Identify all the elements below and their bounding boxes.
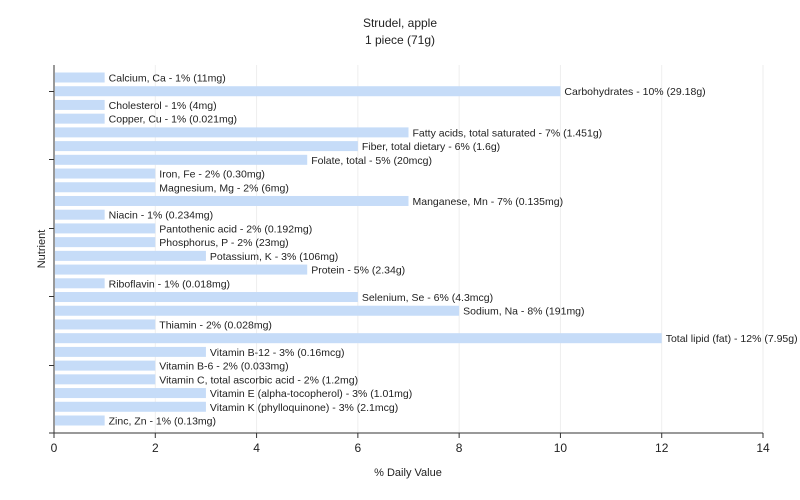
bar — [55, 360, 156, 371]
x-tick-label: 6 — [355, 441, 362, 455]
bar — [55, 388, 206, 399]
x-axis-label: % Daily Value — [374, 467, 442, 479]
bar-label: Iron, Fe - 2% (0.30mg) — [159, 169, 265, 181]
bar-label: Cholesterol - 1% (4mg) — [109, 100, 217, 112]
ticks: 0 2 4 6 8 10 12 14 — [49, 91, 770, 455]
bar-label: Calcium, Ca - 1% (11mg) — [109, 73, 226, 85]
bar — [55, 319, 156, 330]
bar — [55, 292, 358, 303]
bar — [55, 415, 105, 426]
axes — [53, 65, 763, 434]
bar-label: Vitamin K (phylloquinone) - 3% (2.1mcg) — [210, 402, 398, 414]
bar-label: Fatty acids, total saturated - 7% (1.451… — [413, 127, 603, 139]
bar-label: Niacin - 1% (0.234mg) — [109, 210, 213, 222]
x-tick-label: 10 — [554, 441, 568, 455]
bar — [55, 195, 409, 206]
chart-title: Strudel, apple — [363, 16, 437, 30]
x-tick-label: 8 — [456, 441, 463, 455]
x-tick-label: 0 — [51, 441, 58, 455]
bar-label: Magnesium, Mg - 2% (6mg) — [159, 182, 289, 194]
x-tick-label: 2 — [152, 441, 159, 455]
bar-label: Copper, Cu - 1% (0.021mg) — [109, 114, 237, 126]
bar-label: Protein - 5% (2.34g) — [311, 265, 405, 277]
bar-label: Vitamin B-12 - 3% (0.16mcg) — [210, 347, 345, 359]
bar-label: Selenium, Se - 6% (4.3mcg) — [362, 292, 493, 304]
bar — [55, 237, 156, 248]
bar-label: Potassium, K - 3% (106mg) — [210, 251, 338, 263]
bar — [55, 278, 105, 289]
bar-label: Vitamin B-6 - 2% (0.033mg) — [159, 361, 288, 373]
bar — [55, 72, 105, 83]
x-tick-label: 14 — [756, 441, 770, 455]
bar — [55, 374, 156, 385]
bar — [55, 264, 308, 275]
bar — [55, 346, 206, 357]
bar-label: Thiamin - 2% (0.028mg) — [159, 319, 272, 331]
bar — [55, 182, 156, 193]
bar — [55, 168, 156, 179]
bar — [55, 86, 561, 97]
bar-label: Fiber, total dietary - 6% (1.6g) — [362, 141, 500, 153]
bar-label: Vitamin E (alpha-tocopherol) - 3% (1.01m… — [210, 388, 412, 400]
bar — [55, 141, 358, 152]
grid — [154, 65, 764, 433]
bar-label: Zinc, Zn - 1% (0.13mg) — [109, 416, 216, 428]
bar-label: Manganese, Mn - 7% (0.135mg) — [413, 196, 564, 208]
bar — [55, 127, 409, 138]
bar-label: Sodium, Na - 8% (191mg) — [463, 306, 584, 318]
bar-label: Phosphorus, P - 2% (23mg) — [159, 237, 288, 249]
bar — [55, 223, 156, 234]
bar-label: Carbohydrates - 10% (29.18g) — [564, 86, 705, 98]
bar — [55, 99, 105, 110]
bar — [55, 401, 206, 412]
x-tick-label: 12 — [655, 441, 669, 455]
bar — [55, 333, 662, 344]
chart-subtitle: 1 piece (71g) — [365, 33, 435, 47]
x-tick-label: 4 — [253, 441, 260, 455]
bar — [55, 305, 460, 316]
bar-label: Pantothenic acid - 2% (0.192mg) — [159, 223, 312, 235]
bar — [55, 209, 105, 220]
bar-label: Folate, total - 5% (20mcg) — [311, 155, 432, 167]
bar — [55, 250, 206, 261]
bar — [55, 113, 105, 124]
bars: Calcium, Ca - 1% (11mg) Carbohydrates - 1… — [55, 72, 798, 428]
bar-label: Total lipid (fat) - 12% (7.95g) — [666, 333, 798, 345]
bar — [55, 154, 308, 165]
bar-label: Riboflavin - 1% (0.018mg) — [109, 278, 230, 290]
bar-label: Vitamin C, total ascorbic acid - 2% (1.2… — [159, 374, 358, 386]
y-axis-label: Nutrient — [36, 230, 48, 269]
